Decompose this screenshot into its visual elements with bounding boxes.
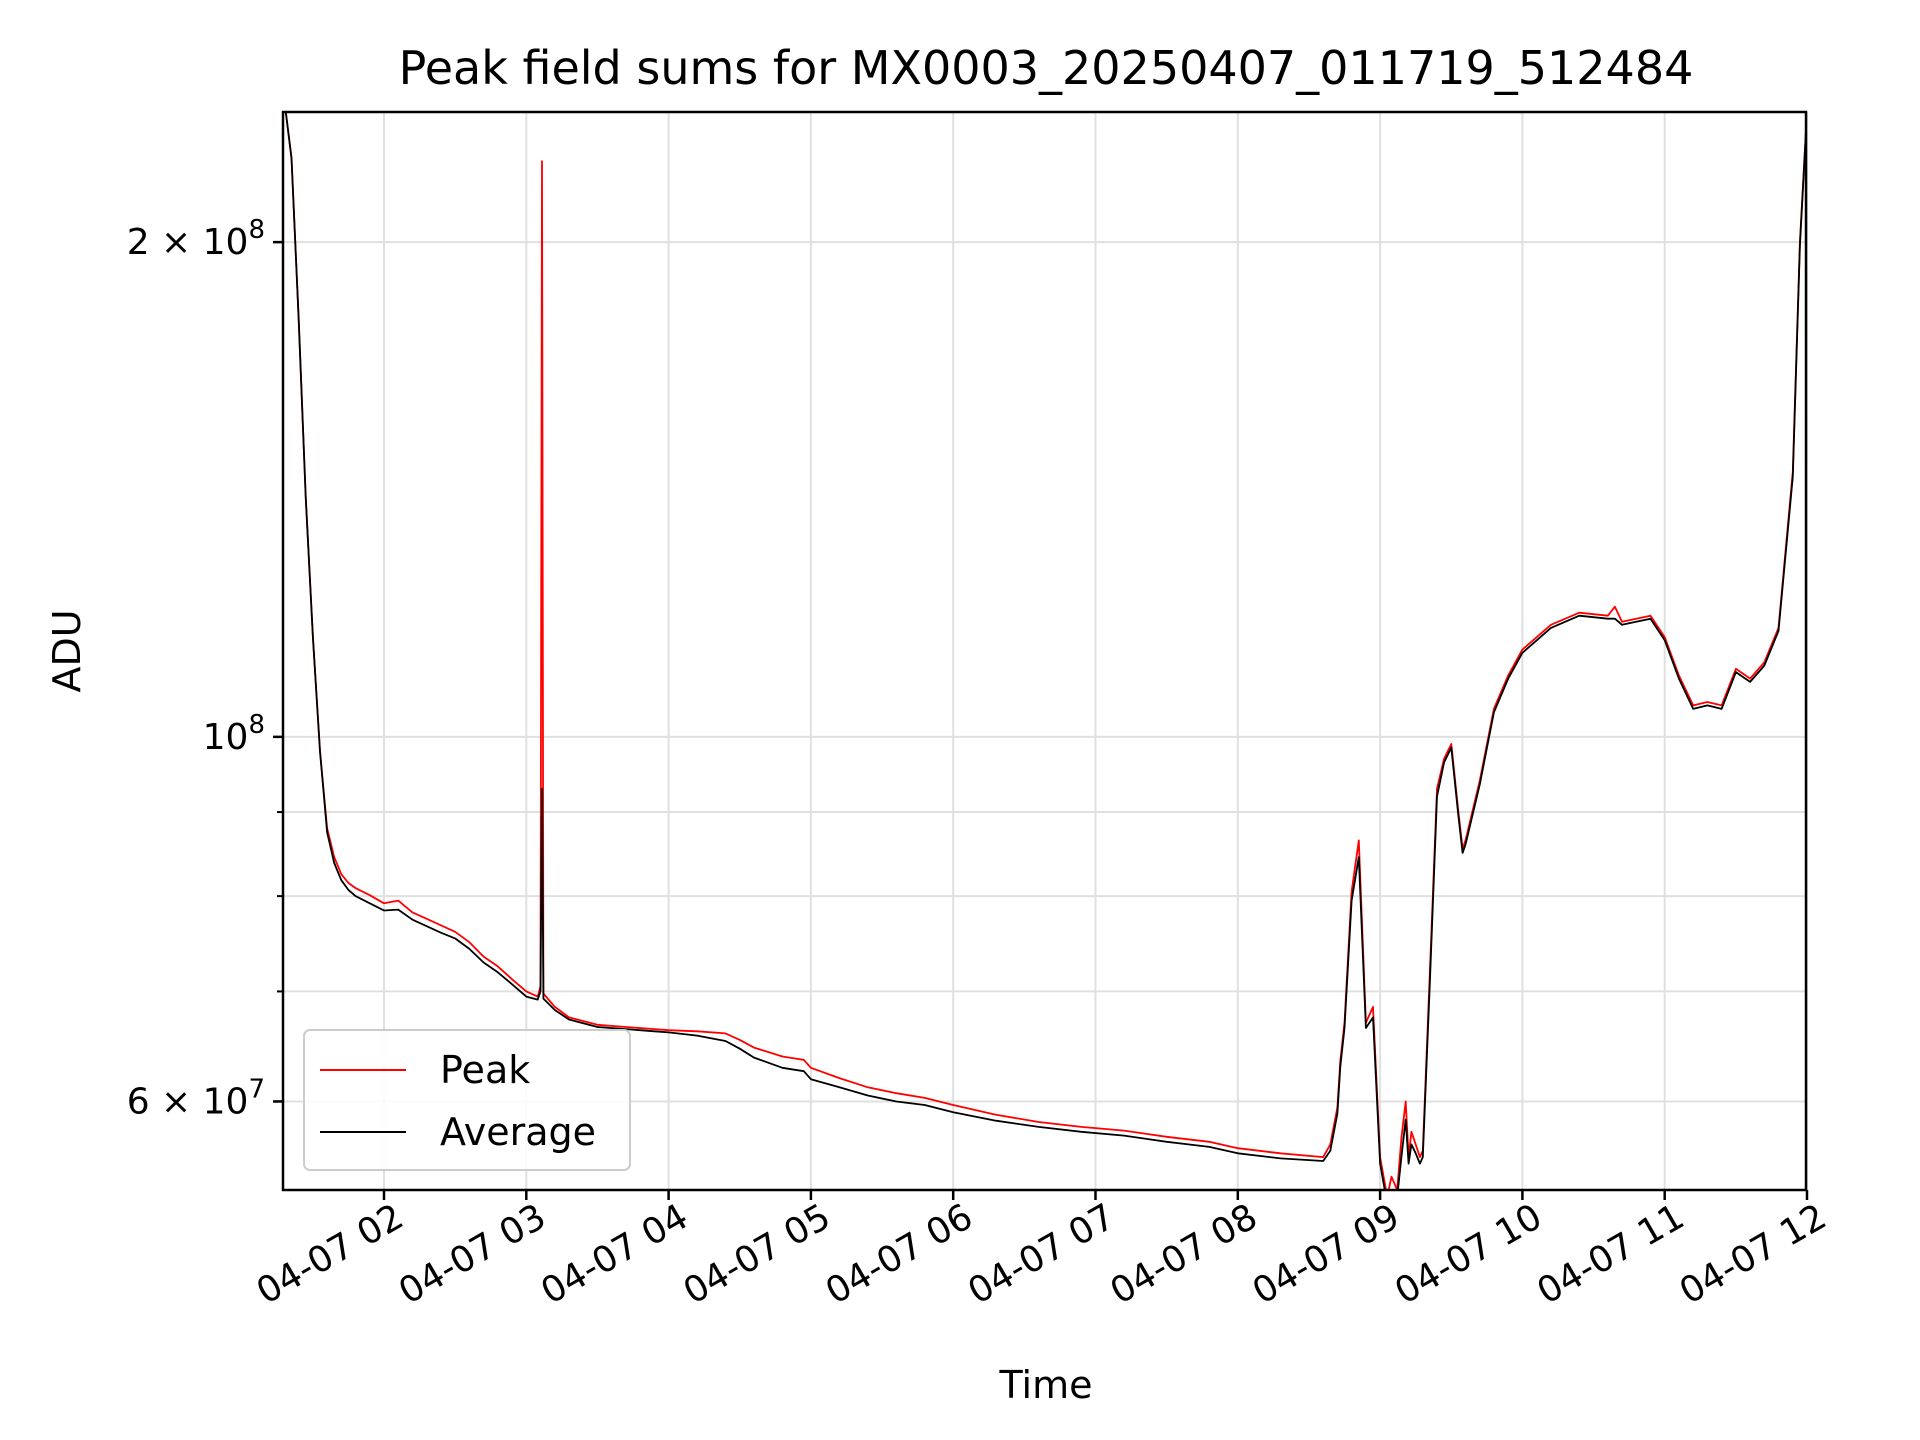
- x-axis-title: Time: [999, 1363, 1093, 1407]
- y-tick-label: 108: [203, 710, 265, 758]
- series-line-average: [284, 112, 1806, 1190]
- y-axis-title: ADU: [45, 609, 89, 692]
- legend-label: Peak: [440, 1048, 530, 1092]
- legend: Peak Average: [303, 1029, 631, 1171]
- plot-area: [284, 112, 1806, 1190]
- y-tick-label: 6 × 107: [127, 1074, 265, 1122]
- series-line-peak: [284, 112, 1806, 1190]
- y-axis: 6 × 107 108 2 × 108: [127, 215, 283, 1122]
- y-tick-label: 2 × 108: [127, 215, 265, 263]
- legend-label: Average: [440, 1110, 596, 1154]
- chart-title: Peak field sums for MX0003_20250407_0117…: [399, 41, 1694, 95]
- legend-box: [303, 1029, 631, 1171]
- axes-frame: [281, 110, 1808, 1192]
